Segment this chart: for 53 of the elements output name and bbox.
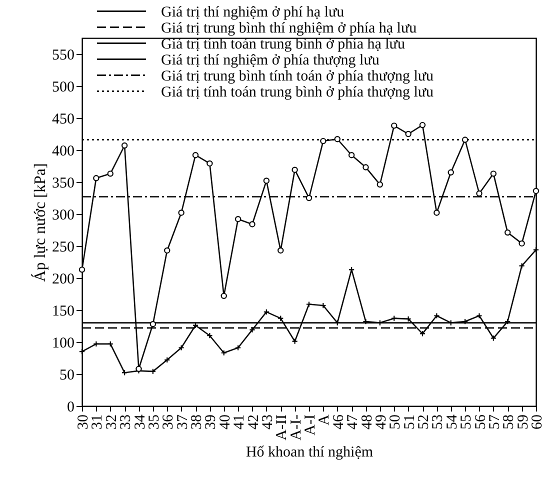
x-tick-label: 57: [486, 414, 503, 430]
x-tick-label: 55: [458, 414, 475, 430]
x-tick-label: A-I: [302, 414, 318, 436]
x-tick-label: 40: [217, 414, 234, 430]
x-tick-label: A: [316, 414, 333, 426]
x-tick-label: 43: [260, 414, 276, 430]
legend-label: Giá trị thí nghiệm ở phía thượng lưu: [161, 52, 380, 68]
x-tick-label: 32: [104, 414, 120, 430]
x-tick-label: 49: [373, 414, 390, 430]
x-tick-label: 38: [189, 414, 205, 430]
x-tick-label: 30: [76, 414, 92, 430]
y-tick-label: 350: [52, 176, 74, 192]
y-axis-title: Áp lực nước [kPa]: [31, 163, 49, 282]
legend-label: Giá trị thí nghiệm ở phí hạ lưu: [161, 4, 345, 20]
legend-label: Giá trị tính toán trung bình ở phía hạ lưu: [161, 36, 406, 52]
x-tick-label: 31: [90, 414, 106, 430]
x-tick-label: 47: [345, 414, 362, 430]
x-tick-label: 60: [530, 414, 544, 430]
x-tick-label: 41: [232, 414, 248, 430]
x-tick-label: 35: [146, 414, 162, 430]
y-tick-label: 100: [52, 336, 74, 352]
x-tick-label: 39: [203, 414, 220, 430]
x-tick-label: 36: [160, 414, 177, 430]
x-tick-label: 56: [472, 414, 489, 430]
x-tick-label: 33: [118, 414, 134, 430]
y-tick-label: 550: [52, 48, 74, 64]
x-tick-label: 48: [359, 414, 376, 430]
x-tick-label: 54: [444, 414, 460, 430]
y-tick-label: 250: [52, 240, 74, 256]
y-tick-label: 450: [52, 112, 74, 128]
legend-label: Giá trị tính toán trung bình ở phía thượng lưu: [161, 84, 434, 100]
y-tick-label: 400: [52, 144, 74, 160]
y-tick-label: 300: [52, 208, 74, 224]
y-tick-label: 200: [52, 272, 74, 288]
x-tick-label: 42: [246, 414, 262, 430]
x-tick-label: 53: [430, 414, 446, 430]
x-tick-label: 52: [416, 414, 432, 430]
x-tick-label: 34: [132, 414, 148, 430]
y-tick-label: 50: [60, 368, 74, 384]
legend-label: Giá trị trung bình thí nghiệm ở phía hạ lưu: [161, 20, 418, 36]
legend-label: Giá trị trung bình tính toán ở phía thượng lưu: [161, 68, 434, 84]
x-axis-title: Hố khoan thí nghiệm: [246, 444, 374, 460]
y-tick-label: 150: [52, 304, 74, 320]
x-tick-label: 58: [501, 414, 518, 430]
y-tick-label: 0: [67, 400, 74, 416]
x-tick-label: 50: [388, 414, 404, 430]
x-tick-label: 46: [330, 414, 347, 430]
x-tick-label: 59: [515, 414, 532, 430]
x-tick-label: A-I-: [288, 414, 304, 440]
y-tick-label: 500: [52, 80, 74, 96]
x-tick-label: 51: [402, 414, 418, 430]
x-tick-label: 37: [174, 414, 191, 430]
x-tick-label: A-II: [274, 414, 290, 440]
